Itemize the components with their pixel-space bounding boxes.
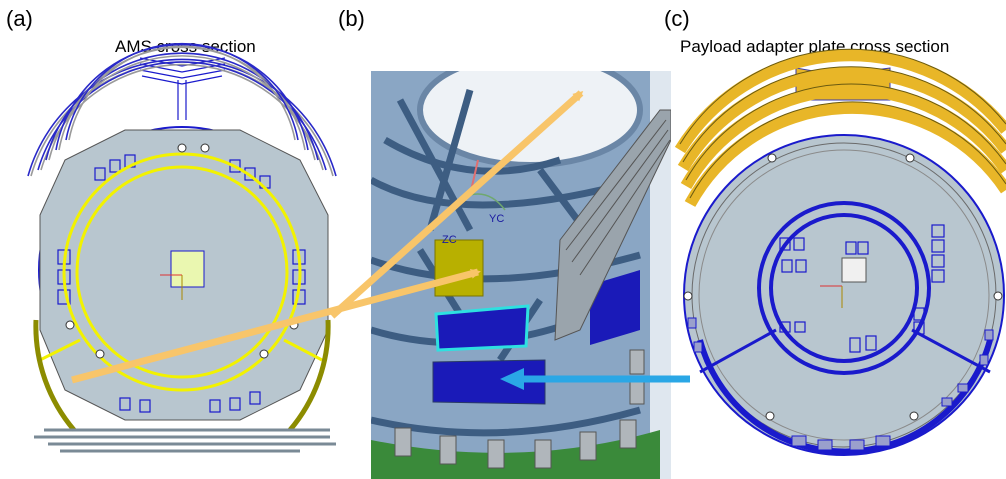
left-side-panel xyxy=(33,319,76,432)
center-reference-block-c xyxy=(841,257,867,283)
yellow-strut-right xyxy=(283,338,323,362)
panel-b-letter: (b) xyxy=(338,6,365,31)
orange-arrow-left-to-plate xyxy=(71,268,481,384)
blue-strut-right xyxy=(911,328,991,374)
gold-radiator-layers xyxy=(674,49,1006,207)
cyan-outline-panel xyxy=(434,304,530,352)
yc-axis-label: YC xyxy=(489,213,504,225)
center-reference-block xyxy=(170,250,205,288)
orange-arrow-right-to-top xyxy=(329,90,584,319)
mount-holes-a xyxy=(65,143,299,359)
electronics-boxes-c xyxy=(779,224,945,353)
bottom-mounts-c xyxy=(687,317,994,451)
axis-triad-c xyxy=(820,285,843,308)
blue-side-panel xyxy=(590,270,640,345)
bottom-rails xyxy=(34,428,336,453)
adapter-plate-inner-edge-2 xyxy=(698,149,990,441)
cyan-arrow-to-panel xyxy=(500,368,690,390)
blue-strut-left xyxy=(699,328,777,374)
axis-triad-a xyxy=(160,274,183,300)
yellow-inner-ring xyxy=(75,165,289,379)
zc-axis-label: ZC xyxy=(442,234,457,246)
yellow-highlight-plate xyxy=(434,239,484,297)
mount-holes-c xyxy=(683,153,1003,421)
outer-arc-layers xyxy=(27,42,337,177)
panel-c-drawing xyxy=(674,48,1006,456)
blue-outer-ring-c xyxy=(757,201,931,375)
yellow-strut-left xyxy=(39,338,81,362)
bottom-ring xyxy=(371,430,660,479)
bottom-blue-rim xyxy=(697,339,993,455)
blue-inner-ring-c xyxy=(769,213,919,363)
blue-target-panel xyxy=(432,359,546,405)
yellow-outer-ring xyxy=(62,152,302,392)
panel-b-drawing: ZC YC xyxy=(371,71,671,479)
panel-c-letter: (c) xyxy=(664,6,690,31)
radiator-fins xyxy=(554,109,671,341)
panel-a-letter: (a) xyxy=(6,6,33,31)
right-side-panel xyxy=(288,319,331,432)
gold-radiator-outlines xyxy=(679,48,1006,199)
panel-a-drawing xyxy=(27,42,337,453)
